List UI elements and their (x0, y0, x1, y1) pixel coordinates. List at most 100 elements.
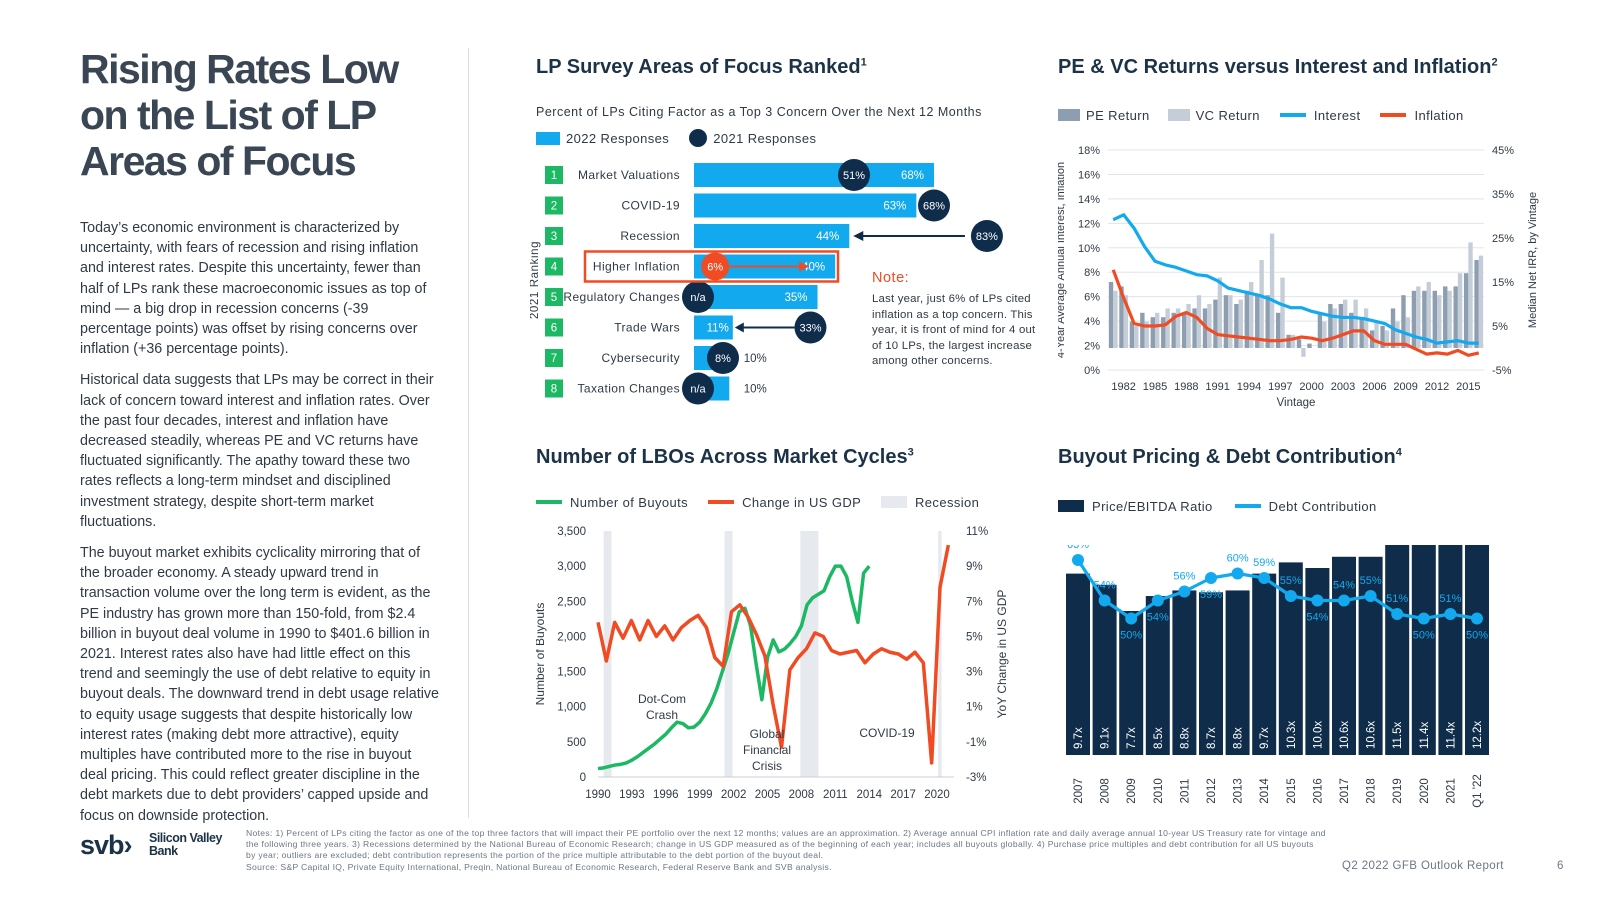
x-tick-label: 2013 (1233, 778, 1245, 804)
debt-point-label: 59% (1200, 589, 1222, 601)
x-tick-label: 2011 (1179, 779, 1191, 804)
vc-bar (1238, 299, 1243, 348)
vc-bar (1217, 277, 1223, 348)
debt-point (1231, 567, 1244, 580)
bar-2022 (694, 163, 934, 187)
legend-swatch-recession (881, 496, 907, 508)
inflation-line (1111, 269, 1480, 357)
y-axis-title: 4-Year Average Annual Interest, Inflatio… (1058, 162, 1067, 358)
x-tick-label: 2014 (1259, 778, 1271, 804)
page-number: 6 (1557, 860, 1564, 872)
bubble-2021-label: 51% (843, 170, 865, 182)
legend-swatch-2022 (536, 132, 560, 145)
lp-survey-note: Note: Last year, just 6% of LPs cited in… (872, 270, 1042, 370)
pe-bar (1474, 260, 1479, 348)
debt-point (1391, 608, 1404, 620)
rank-badge (545, 257, 563, 276)
pe-bar (1108, 282, 1114, 348)
bubble-2021 (682, 372, 714, 405)
pe-bar (1286, 334, 1291, 348)
y2-tick-label: 5% (1492, 321, 1508, 333)
y2-tick-label: 45% (1492, 145, 1514, 157)
buyout-pricing-chart: 9.7x 2007 9.1x 2008 7.7x 2009 8.5x 2010 8.8x 2011… (1066, 545, 1489, 808)
category-label: Regulatory Changes (563, 290, 680, 304)
y2-tick-label: -5% (1492, 365, 1512, 377)
x-tick-label: 2016 (1312, 778, 1324, 804)
pe-bar (1161, 317, 1166, 348)
footnotes: Notes: 1) Percent of LPs citing the fact… (246, 828, 1326, 873)
x-axis-title: Vintage (1277, 397, 1316, 409)
x-tick-label: 2005 (755, 789, 781, 801)
legend-swatch-debt (1234, 504, 1261, 508)
price-bar (1092, 584, 1117, 755)
pe-bar (1359, 317, 1364, 348)
y-tick-label: 2,500 (557, 596, 586, 608)
legend-swatch-pe (1058, 109, 1080, 121)
category-label: Market Valuations (578, 168, 680, 182)
category-label: Taxation Changes (578, 382, 680, 396)
x-tick-label: 2003 (1331, 381, 1355, 393)
x-tick-label: 1994 (1237, 381, 1261, 393)
legend-label-interest: Interest (1313, 108, 1361, 123)
bubble-2021-label: 68% (923, 201, 945, 213)
y-axis-title: Number of Buyouts (536, 603, 547, 706)
debt-point-label: 50% (1120, 630, 1142, 642)
price-bar-label: 9.7x (1259, 727, 1271, 749)
debt-point-label: 50% (1413, 630, 1435, 642)
price-bar (1145, 596, 1170, 755)
rank-badge (545, 166, 563, 184)
price-bar-label: 8.5x (1153, 727, 1165, 749)
rank-number: 4 (551, 262, 558, 274)
annotation-dotcom: Dot-Com Crash (638, 692, 686, 722)
x-tick-label: 2008 (1100, 778, 1112, 804)
legend-label-gdp: Change in US GDP (742, 495, 861, 510)
x-tick-label: 2009 (1126, 778, 1138, 804)
bubble-2021 (838, 159, 870, 191)
price-bar (1225, 590, 1250, 755)
x-tick-label: 2020 (924, 789, 950, 801)
x-tick-label: 1985 (1143, 381, 1167, 393)
rank-number: 1 (551, 170, 557, 182)
price-bar-label: 10.3x (1286, 721, 1298, 749)
price-bar (1465, 545, 1489, 755)
pe-bar (1338, 304, 1343, 348)
y-tick-label: 6% (1084, 292, 1100, 304)
body-text: Today’s economic environment is characte… (80, 218, 442, 837)
highlight-box (583, 250, 840, 283)
price-bar-label: 8.8x (1233, 727, 1245, 749)
legend-label-pe: PE Return (1086, 108, 1150, 123)
y-tick-label: 0% (1084, 365, 1100, 377)
rank-number: 2 (551, 201, 557, 213)
change-arrowhead (853, 231, 864, 241)
y-tick-label: 8% (1084, 267, 1100, 279)
x-tick-label: 2006 (1362, 381, 1386, 393)
debt-point (1417, 612, 1430, 625)
x-tick-label: 2012 (1425, 381, 1449, 393)
pe-bar (1255, 295, 1260, 348)
bar-2022-label: 35% (784, 292, 807, 304)
change-arrowhead (734, 322, 744, 333)
legend-swatch-gdp (708, 500, 735, 504)
debt-point (1364, 590, 1377, 602)
column-divider (468, 48, 469, 818)
debt-point (1258, 572, 1271, 584)
vc-bar (1259, 260, 1264, 348)
x-tick-label: 2011 (823, 789, 848, 801)
bar-2022-label: 11% (707, 323, 729, 335)
bar-2022-label: 10% (744, 384, 767, 396)
rank-badge (545, 318, 563, 337)
x-tick-label: 2002 (721, 789, 747, 801)
pe-bar (1265, 295, 1270, 348)
bubble-2021 (701, 252, 730, 281)
y2-tick-label: 7% (966, 596, 983, 608)
bar-2022 (694, 285, 818, 309)
debt-point-label: 55% (1360, 575, 1382, 587)
legend-label-2021: 2021 Responses (713, 131, 817, 146)
pe-bar (1171, 312, 1176, 348)
vc-bar (1290, 334, 1296, 348)
recession-band (938, 531, 942, 777)
vc-bar (1144, 321, 1149, 348)
debt-point (1072, 554, 1084, 566)
vc-bar (1228, 295, 1233, 348)
vc-bar (1301, 348, 1306, 357)
